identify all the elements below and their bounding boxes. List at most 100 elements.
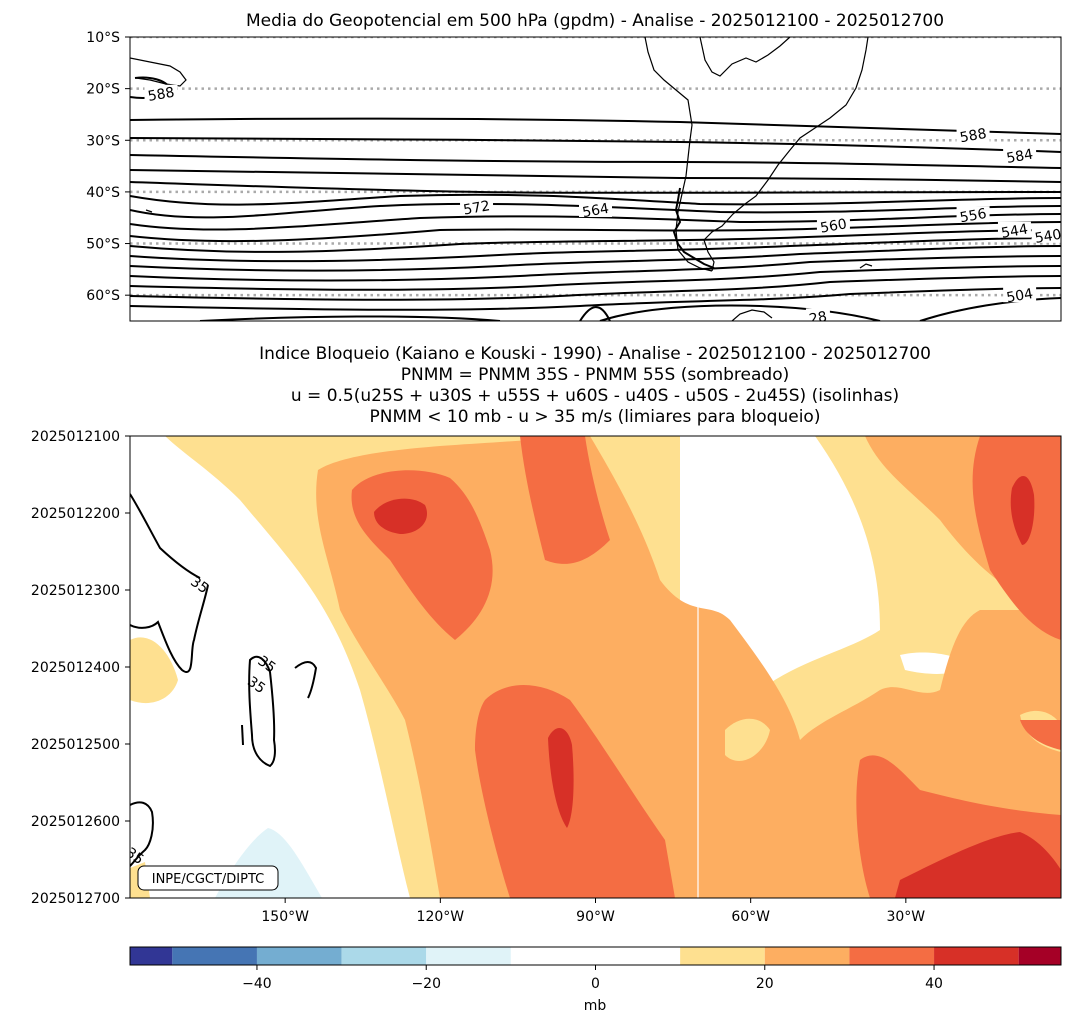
south-pacific-islands	[130, 57, 187, 87]
contour-line	[130, 181, 1061, 194]
colorbar-cell	[680, 947, 765, 965]
shade-30-40	[475, 685, 675, 898]
geopotential-map-panel: Media do Geopotencial em 500 hPa (gpdm) …	[86, 11, 1063, 328]
lon-tick-label: 120°W	[417, 909, 465, 925]
wind-isolines	[130, 493, 318, 867]
blocking-index-panel: Indice Bloqueio (Kaiano e Kouski - 1990)…	[31, 344, 1062, 925]
island-small-2	[145, 209, 153, 213]
colorbar-cell	[849, 947, 935, 965]
colorbar: −40 −20 0 20 40 mb	[129, 946, 1062, 1014]
brazil-bulge	[699, 37, 791, 77]
contour-line	[130, 255, 1061, 282]
isoline-35	[248, 655, 276, 768]
heatmap-title-line: PNMM = PNMM 35S - PNMM 55S (sombreado)	[401, 365, 790, 385]
contour-label: 564	[581, 201, 610, 221]
south-america-coastline	[644, 37, 869, 272]
contour-line	[130, 221, 1061, 243]
time-tick-labels: 2025012100 2025012200 2025012300 2025012400…	[31, 429, 130, 907]
contour-label: 560	[819, 216, 848, 236]
colorbar-label: mb	[584, 998, 607, 1014]
contour-line	[130, 245, 1061, 272]
contour-line	[130, 154, 1061, 169]
time-tick-label: 2025012200	[31, 506, 120, 522]
map-plot-area: 588 572 564 560 556 544 540 588 584 504 28	[130, 37, 1063, 328]
contour-line	[599, 304, 881, 321]
lat-tick-label: 60°S	[86, 288, 120, 304]
contour-label: 588	[959, 126, 988, 146]
lat-tick-label: 40°S	[86, 185, 120, 201]
contour-label-gap	[144, 84, 178, 101]
contour-label-gap	[1003, 146, 1037, 163]
contour-label-gap	[816, 216, 850, 233]
time-tick-label: 2025012600	[31, 814, 120, 830]
colorbar-cell	[1018, 947, 1061, 965]
isoline-35	[130, 493, 201, 579]
lon-tick-label: 90°W	[576, 909, 615, 925]
contour-label-gap	[956, 126, 990, 143]
time-tick-label: 2025012400	[31, 660, 120, 676]
contour-label-gap	[1031, 226, 1061, 243]
contour-label-gap	[460, 198, 494, 215]
colorbar-tick-label: −20	[411, 976, 441, 992]
isoline-35	[294, 661, 318, 699]
contour-label-gap	[805, 308, 830, 321]
contour-line	[919, 297, 1061, 321]
lon-tick-label: 60°W	[731, 909, 770, 925]
heatmap-title-line: PNMM < 10 mb - u > 35 m/s (limiares para…	[370, 407, 821, 427]
island-small-1	[859, 263, 873, 269]
contour-line	[130, 229, 1061, 253]
antarctic-peninsula	[731, 309, 773, 321]
contour-line	[130, 213, 1061, 231]
contour-label-gap	[956, 206, 990, 223]
contour-label-gap	[1003, 286, 1037, 303]
contour-line	[579, 306, 611, 321]
contour-line	[130, 237, 1061, 263]
contour-label: 504	[1005, 286, 1034, 306]
credit-box: INPE/CGCT/DIPTC	[137, 865, 279, 891]
colorbar-cells	[130, 947, 1061, 965]
contour-line	[130, 137, 1061, 153]
heatmap-title-line: u = 0.5(u25S + u30S + u55S + u60S - u40S…	[291, 386, 899, 406]
colorbar-cell	[172, 947, 257, 965]
map-frame	[129, 36, 1062, 322]
shade-40-50	[374, 498, 428, 534]
contour-label: 584	[1005, 147, 1034, 167]
shade-10-20	[130, 637, 178, 704]
contour-labels: 588 572 564 560 556 544 540 588 584 504 28	[144, 84, 1063, 328]
colorbar-cell	[934, 947, 1019, 965]
colorbar-tick-label: 20	[756, 976, 774, 992]
contour-line	[199, 315, 501, 321]
coastline	[130, 37, 873, 321]
lon-tick-label: 30°W	[886, 909, 925, 925]
latitude-tick-labels: 10°S 20°S 30°S 40°S 50°S 60°S	[86, 30, 130, 304]
colorbar-cell	[130, 947, 173, 965]
time-tick-label: 2025012300	[31, 583, 120, 599]
shade-10-20	[725, 718, 770, 761]
credit-text: INPE/CGCT/DIPTC	[152, 872, 264, 887]
isoline-35	[130, 801, 154, 867]
contour-label: 540	[1034, 227, 1063, 247]
colorbar-cell	[510, 947, 681, 965]
colorbar-tick-label: 0	[591, 976, 600, 992]
contour-line	[130, 193, 1061, 206]
lon-tick-label: 150°W	[261, 909, 309, 925]
shade-40-50	[548, 728, 574, 828]
colorbar-ticks: −40 −20 0 20 40	[242, 965, 943, 992]
contour-label: 572	[462, 198, 491, 218]
isoline-35	[130, 584, 209, 673]
heatmap-title: Indice Bloqueio (Kaiano e Kouski - 1990)…	[259, 344, 931, 427]
contour-label: 28	[808, 309, 828, 328]
lat-tick-label: 50°S	[86, 237, 120, 253]
colorbar-cell	[256, 947, 342, 965]
contour-label: 556	[959, 206, 988, 226]
colorbar-tick-label: −40	[242, 976, 272, 992]
shade-30-40	[1020, 720, 1061, 750]
heatmap-title-line: Indice Bloqueio (Kaiano e Kouski - 1990)…	[259, 344, 931, 364]
longitude-tick-labels: 150°W 120°W 90°W 60°W 30°W	[261, 898, 925, 925]
contour-line	[130, 169, 1061, 183]
colorbar-cell	[341, 947, 427, 965]
geopotential-contours	[130, 76, 1061, 321]
